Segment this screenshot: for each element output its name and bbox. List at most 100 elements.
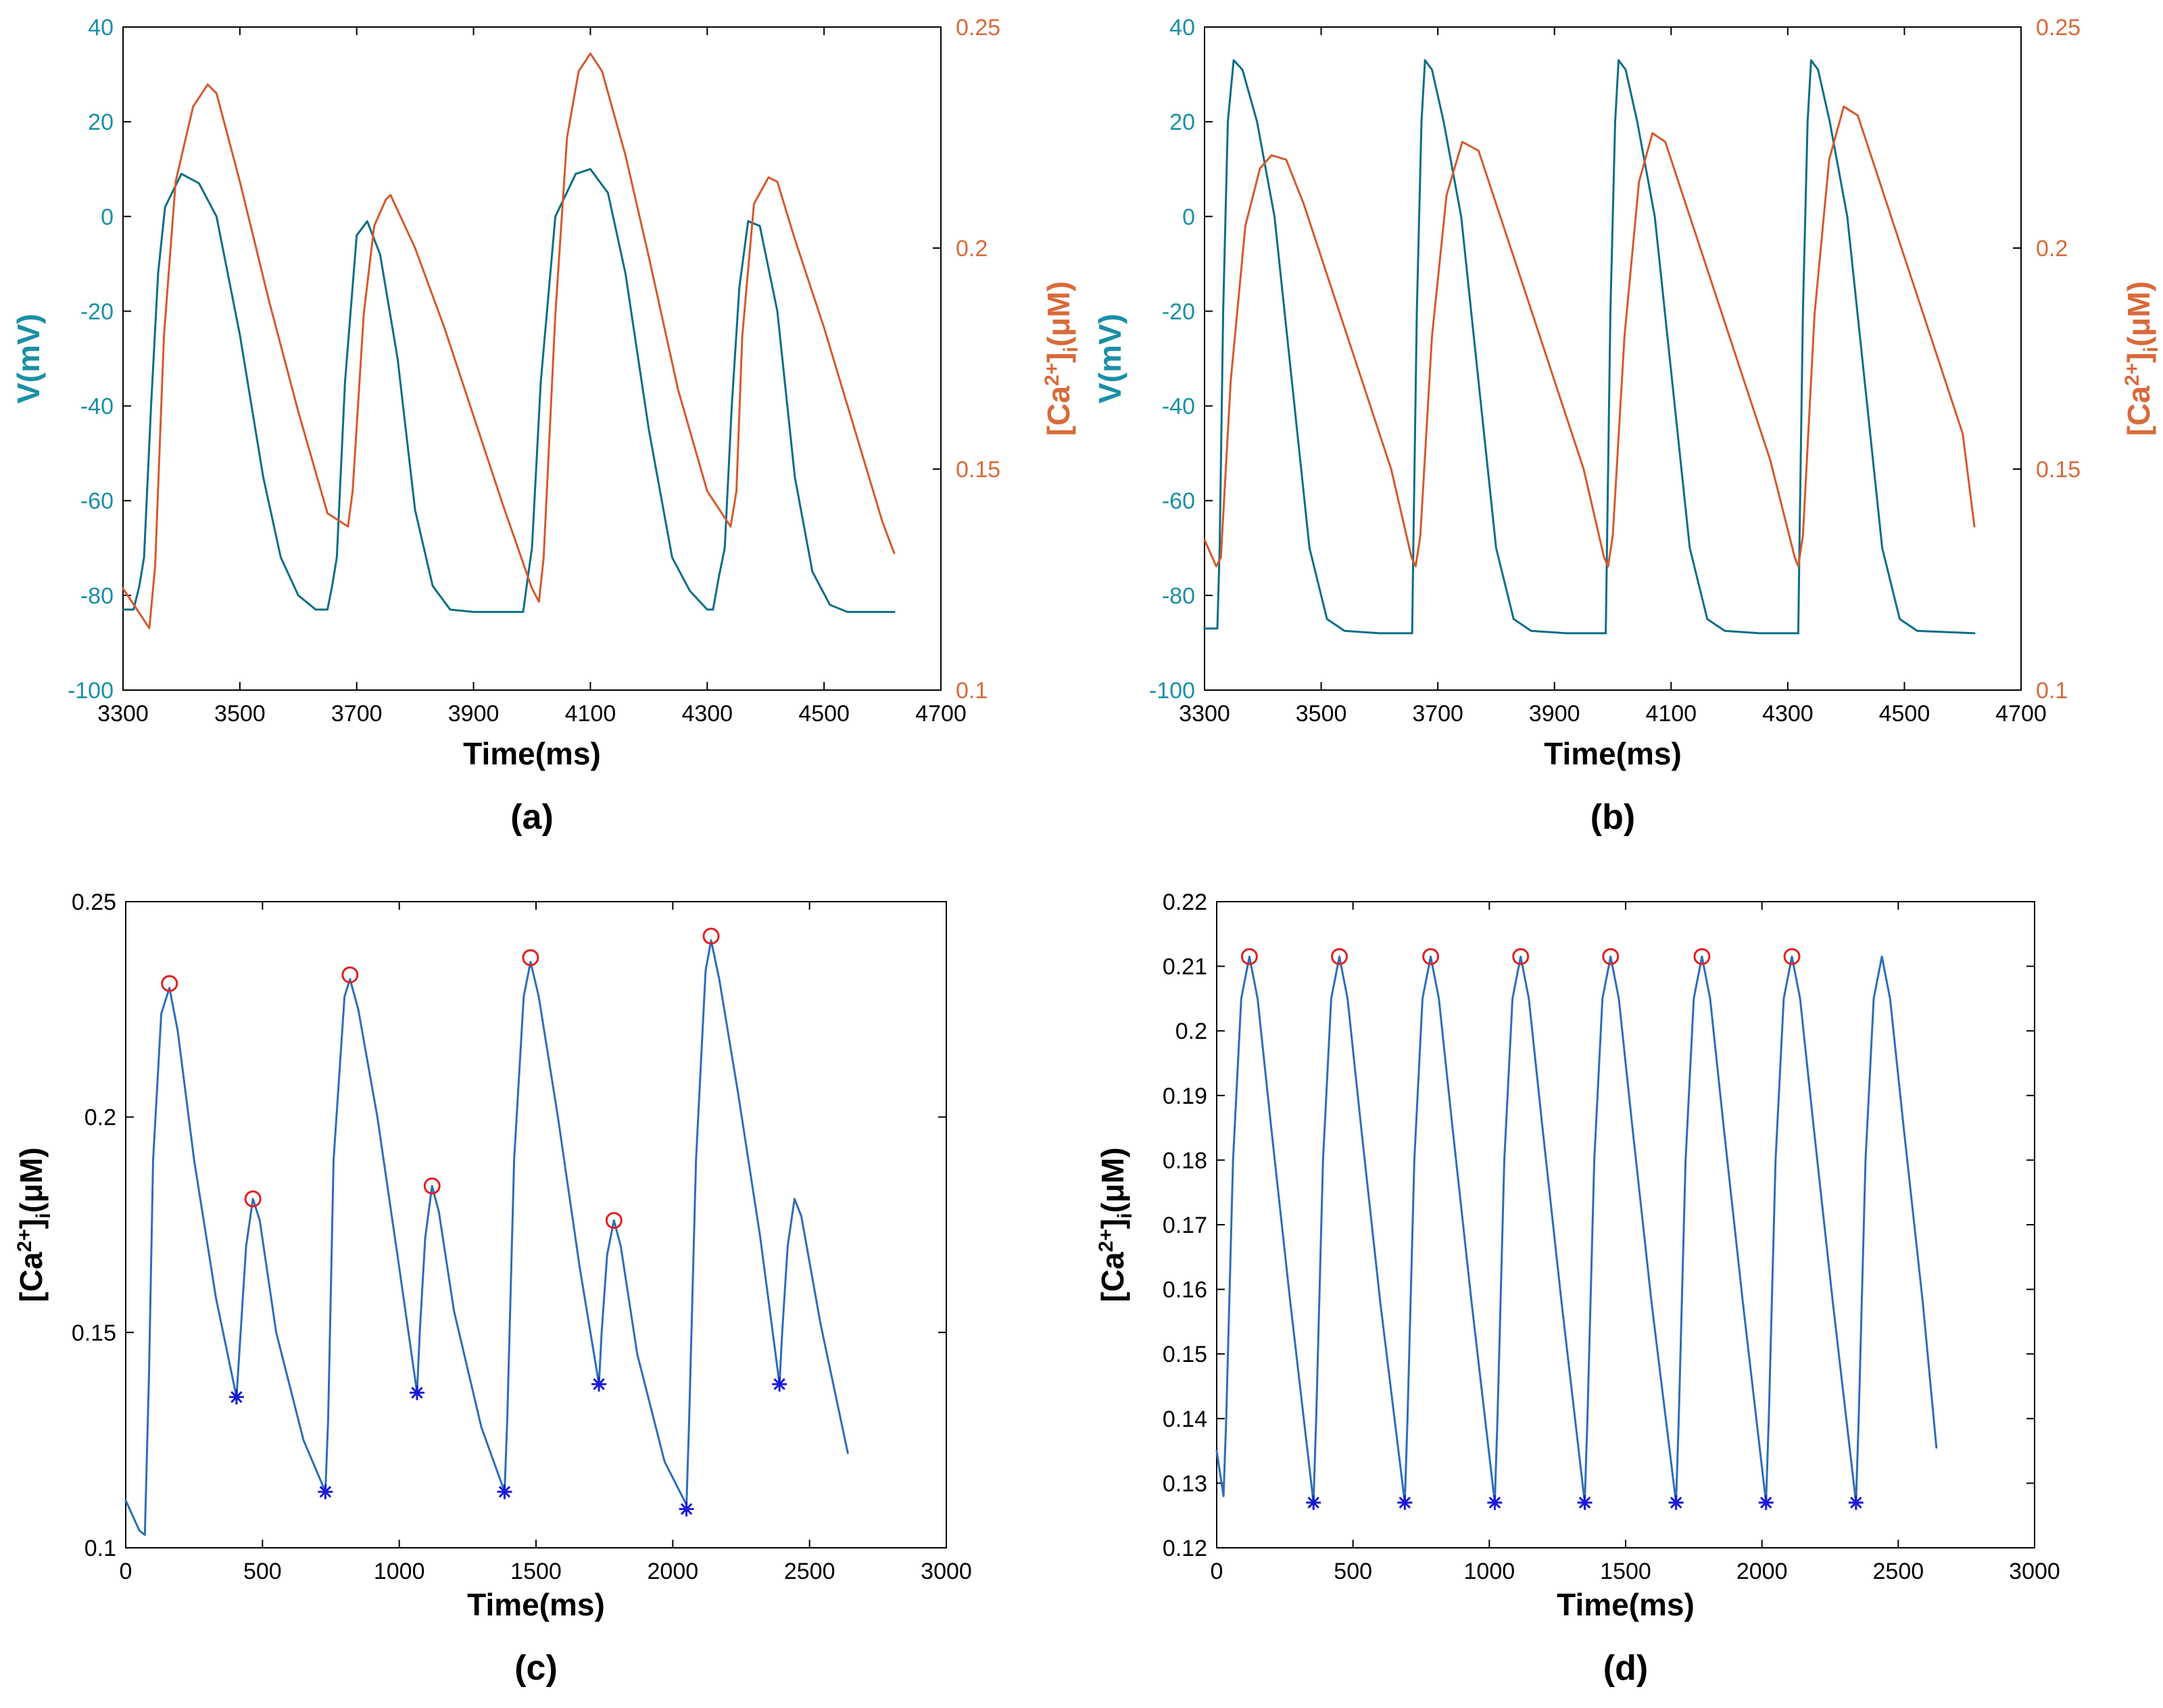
y-axis-title: [Ca2+]i(μM)	[14, 1147, 55, 1302]
y-axis-title: [Ca2+]i(μM)	[1095, 1147, 1136, 1302]
y-tick-label-0m2: 0.2	[84, 1105, 116, 1131]
trough-marker	[1758, 1495, 1774, 1511]
x-tick-label-3700: 3700	[1412, 701, 1463, 727]
peak-marker	[522, 949, 539, 967]
peak-marker	[161, 975, 178, 992]
y-tick-label-0m1: 0.1	[84, 1536, 116, 1561]
y-right-axis-title: [Ca2+]i(μM)	[1041, 281, 1082, 436]
x-axis-title: Time(ms)	[467, 1587, 605, 1622]
y-right-axis-title: [Ca2+]i(μM)	[2121, 281, 2162, 436]
x-tick-label-3300: 3300	[1179, 701, 1230, 727]
x-tick-label-4700: 4700	[915, 701, 967, 727]
y-right-tick-label-0m15: 0.15	[2036, 457, 2081, 483]
peak-marker	[1602, 948, 1620, 965]
y-right-tick-label-0m2: 0.2	[2036, 236, 2068, 262]
x-tick-label-4300: 4300	[1762, 701, 1814, 727]
y-tick-label-0m16: 0.16	[1163, 1277, 1207, 1303]
y-tick-label-m40: -40	[80, 394, 114, 420]
trough-marker	[1577, 1495, 1593, 1511]
y-tick-label-0m13: 0.13	[1163, 1471, 1207, 1496]
x-axis-title: Time(ms)	[1557, 1587, 1695, 1622]
x-tick-label-4500: 4500	[798, 701, 850, 727]
calcium-series-line	[1203, 105, 1976, 568]
peak-marker	[1783, 948, 1801, 965]
y-right-tick-label-0m25: 0.25	[2036, 15, 2081, 41]
panel-label: (a)	[510, 798, 554, 837]
y-left-axis-title: V(mV)	[1092, 314, 1127, 404]
x-tick-label-2000: 2000	[648, 1559, 699, 1584]
trough-marker	[679, 1501, 694, 1517]
panel-b-chart: 3300 3500 3700 3900 4100 4300 4500 4700 -100 -80 -…	[1092, 15, 2162, 837]
trough-marker	[318, 1484, 333, 1500]
y-right-tick-label-0m2: 0.2	[956, 236, 988, 262]
y-tick-label-0m15: 0.15	[1163, 1342, 1207, 1367]
y-tick-label-0: 0	[1182, 204, 1195, 230]
trough-marker	[1487, 1495, 1503, 1511]
peak-marker	[1512, 948, 1530, 965]
x-tick-label-0: 0	[120, 1559, 132, 1584]
y-tick-label-0m19: 0.19	[1163, 1083, 1207, 1109]
x-tick-label-1500: 1500	[510, 1559, 562, 1584]
y-tick-label-0m25: 0.25	[72, 889, 116, 915]
y-left-axis-title: V(mV)	[11, 314, 46, 404]
x-tick-label-2500: 2500	[784, 1559, 835, 1584]
panel-label: (d)	[1603, 1649, 1648, 1688]
panel-c-chart: 0 500 1000 1500 2000 2500 3000 0.1 0.15 0.2 0.25 Ti…	[14, 889, 972, 1688]
y-right-tick-label-0m1: 0.1	[956, 678, 988, 704]
x-tick-label-2500: 2500	[1873, 1559, 1924, 1584]
x-tick-label-3900: 3900	[1529, 701, 1580, 727]
y-right-tick-label-0m25: 0.25	[956, 15, 1000, 41]
y-tick-label-0m17: 0.17	[1163, 1213, 1207, 1238]
x-tick-label-3500: 3500	[1296, 701, 1347, 727]
x-tick-label-3700: 3700	[331, 701, 383, 727]
peak-marker	[341, 966, 359, 983]
y-tick-label-0m22: 0.22	[1163, 889, 1207, 915]
x-tick-label-4300: 4300	[681, 701, 733, 727]
y-tick-label-20: 20	[1169, 109, 1195, 135]
peak-marker	[1331, 948, 1348, 965]
y-tick-label-m40: -40	[1162, 394, 1195, 420]
y-tick-label-m80: -80	[80, 583, 114, 609]
trough-marker	[1668, 1495, 1684, 1511]
plot-frame	[1216, 901, 2035, 1548]
calcium-series-line	[1215, 955, 1938, 1504]
x-tick-label-500: 500	[1334, 1559, 1372, 1584]
peak-marker	[605, 1212, 623, 1229]
trough-marker	[1397, 1495, 1413, 1511]
panel-label: (c)	[514, 1649, 558, 1688]
y-tick-label-m80: -80	[1162, 583, 1195, 609]
trough-marker	[1306, 1495, 1321, 1511]
x-axis-title: Time(ms)	[463, 736, 601, 771]
x-tick-label-3000: 3000	[921, 1559, 972, 1584]
trough-marker	[409, 1385, 424, 1400]
x-tick-label-1500: 1500	[1600, 1559, 1651, 1584]
peak-marker	[1693, 948, 1711, 965]
y-tick-label-0: 0	[101, 204, 114, 230]
voltage-series-line	[1203, 59, 1976, 635]
x-tick-label-2000: 2000	[1736, 1559, 1788, 1584]
x-tick-label-3300: 3300	[97, 701, 149, 727]
y-tick-label-m100: -100	[68, 678, 114, 704]
x-tick-label-3900: 3900	[448, 701, 500, 727]
trough-marker	[772, 1376, 787, 1392]
calcium-series-line	[124, 939, 849, 1536]
x-tick-label-500: 500	[243, 1559, 282, 1584]
x-axis-title: Time(ms)	[1544, 736, 1682, 771]
x-tick-label-4700: 4700	[1995, 701, 2047, 727]
trough-marker	[591, 1376, 607, 1392]
x-tick-label-1000: 1000	[374, 1559, 425, 1584]
x-tick-label-4500: 4500	[1879, 701, 1930, 727]
y-tick-label-0m21: 0.21	[1163, 954, 1207, 980]
peak-marker	[423, 1177, 441, 1195]
y-tick-label-40: 40	[88, 15, 114, 41]
trough-marker	[228, 1389, 244, 1405]
y-right-tick-label-0m1: 0.1	[2036, 678, 2068, 704]
y-tick-label-40: 40	[1169, 15, 1195, 41]
y-right-tick-label-0m15: 0.15	[956, 457, 1000, 483]
x-tick-label-3500: 3500	[214, 701, 266, 727]
y-tick-label-m60: -60	[80, 489, 114, 514]
panel-a-chart: 3300 3500 3700 3900 4100 4300 4500 4700 -100 -80 -…	[11, 15, 1082, 837]
plot-frame	[1204, 26, 2022, 691]
x-tick-label-1000: 1000	[1464, 1559, 1515, 1584]
peak-marker	[1422, 948, 1440, 965]
